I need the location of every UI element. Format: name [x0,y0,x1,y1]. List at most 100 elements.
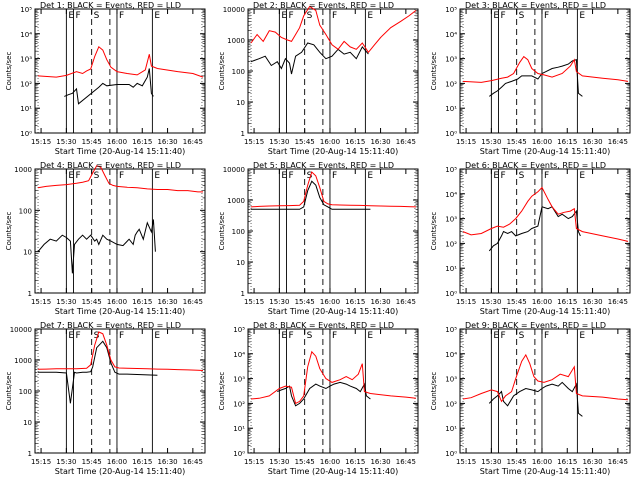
y-tick-label: 10² [233,400,245,408]
marker-label: E [68,11,74,21]
x-tick-label: 15:30 [481,298,501,306]
x-tick-label: 15:15 [244,458,264,466]
y-tick-label: 10¹ [445,425,457,433]
plot-frame [247,8,419,134]
x-tick-label: 15:30 [269,458,289,466]
x-tick-label: 15:15 [456,298,476,306]
marker-label: E [281,11,287,21]
plot-title: Det 1: BLACK = Events, RED = LLD [40,1,181,10]
series-events-line [488,206,581,252]
x-tick-label: 16:00 [107,458,127,466]
marker-label: F [500,171,505,181]
marker-label: S [94,11,100,21]
x-tick-label: 16:15 [557,138,577,146]
y-tick-label: 1000 [227,37,245,45]
marker-label: E [154,171,160,181]
x-tick-label: 15:30 [481,458,501,466]
x-tick-label: 16:15 [345,458,365,466]
plot-title: Det 8: BLACK = Events, RED = LLD [253,321,394,330]
y-tick-label: 10⁴ [233,351,245,359]
panel-det-8: 10⁰ 10¹ 10² 10³ 10⁴ 10⁵ 15:15 15:30 15:45 16:00 16… [218,321,419,476]
y-tick-label: 10¹ [233,425,245,433]
x-tick-label: 15:45 [507,298,527,306]
marker-label: S [307,331,313,341]
x-tick-label: 16:15 [132,298,152,306]
x-tick-label: 16:45 [396,298,416,306]
marker-label: E [154,331,160,341]
y-tick-label: 10⁰ [445,130,457,138]
y-tick-label: 1000 [14,357,32,365]
series-events-line [38,340,158,404]
plot-title: Det 6: BLACK = Events, RED = LLD [465,161,606,170]
plot-frame [34,8,206,134]
x-tick-label: 15:15 [456,138,476,146]
x-tick-label: 15:30 [269,138,289,146]
y-tick-label: 100 [232,68,245,76]
plot-title: Det 2: BLACK = Events, RED = LLD [253,1,394,10]
y-tick-label: 10² [445,240,457,248]
y-tick-label: 1 [241,130,245,138]
marker-label: S [519,11,525,21]
marker-label: F [119,11,124,21]
marker-label: F [75,171,80,181]
x-axis-label: Start Time (20-Aug-14 15:11:40) [55,147,186,156]
marker-label: E [579,11,585,21]
y-axis-label: Counts/sec [5,52,13,91]
plot-frame [34,328,206,454]
y-tick-label: 10000 [223,166,245,174]
x-tick-label: 15:45 [295,138,315,146]
x-tick-label: 15:45 [82,458,102,466]
y-tick-label: 10 [236,259,245,267]
marker-label: E [579,331,585,341]
y-tick-label: 10¹ [20,105,32,113]
series-lld-line [250,350,417,405]
x-tick-label: 16:30 [157,458,177,466]
x-tick-label: 16:45 [608,458,628,466]
series-events-line [37,219,156,274]
x-tick-label: 16:45 [608,298,628,306]
x-axis-label: Start Time (20-Aug-14 15:11:40) [480,467,611,476]
marker-label: F [119,171,124,181]
y-tick-label: 10³ [233,376,245,384]
x-tick-label: 16:00 [532,458,552,466]
marker-label: F [544,331,549,341]
marker-label: E [367,11,373,21]
marker-label: F [544,171,549,181]
x-tick-label: 16:00 [320,138,340,146]
x-axis-label: Start Time (20-Aug-14 15:11:40) [55,467,186,476]
y-tick-label: 10¹ [445,265,457,273]
marker-label: F [500,331,505,341]
y-tick-label: 10⁵ [20,6,32,14]
marker-label: E [493,331,499,341]
marker-label: E [367,331,373,341]
marker-label: F [500,11,505,21]
x-tick-label: 16:15 [132,458,152,466]
x-tick-label: 15:30 [56,138,76,146]
plot-title: Det 9: BLACK = Events, RED = LLD [465,321,606,330]
x-axis-label: Start Time (20-Aug-14 15:11:40) [268,467,399,476]
y-tick-label: 10⁴ [445,191,457,199]
marker-label: F [332,11,337,21]
y-tick-label: 1 [28,450,32,458]
x-tick-label: 16:15 [132,138,152,146]
panel-det-7: 1 10 100 1000 10000 15:15 15:30 15:45 16:00 16:15… [5,321,206,476]
x-tick-label: 16:00 [320,298,340,306]
y-tick-label: 10⁰ [445,450,457,458]
y-tick-label: 10⁰ [445,290,457,298]
marker-label: F [332,171,337,181]
y-tick-label: 10000 [223,6,245,14]
x-tick-label: 15:45 [82,298,102,306]
plot-title: Det 4: BLACK = Events, RED = LLD [40,161,181,170]
x-tick-label: 15:30 [56,458,76,466]
x-tick-label: 15:30 [481,138,501,146]
y-tick-label: 10³ [445,216,457,224]
y-tick-label: 1000 [14,166,32,174]
x-tick-label: 15:45 [507,138,527,146]
series-lld-line [37,45,204,78]
series-events-line [488,59,583,97]
x-tick-label: 16:30 [582,138,602,146]
marker-label: F [75,331,80,341]
marker-label: F [288,331,293,341]
y-tick-label: 10⁴ [445,31,457,39]
y-tick-label: 10² [20,80,32,88]
